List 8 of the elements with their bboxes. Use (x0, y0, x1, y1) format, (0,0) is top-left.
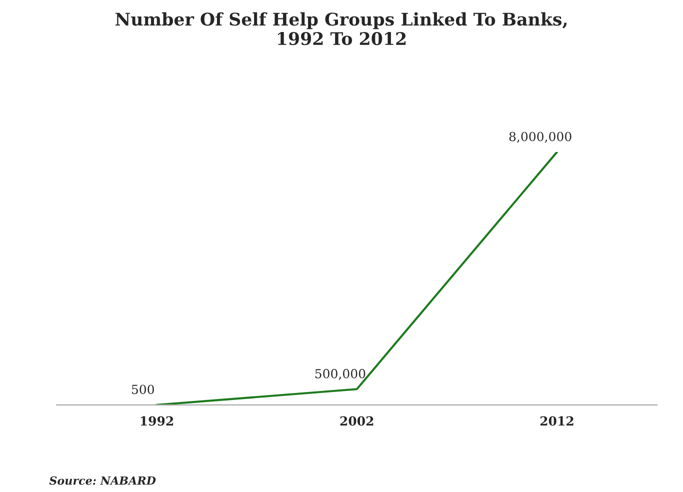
data-label: 500 (132, 384, 154, 394)
source-note: Source: NABARD (49, 476, 156, 485)
x-tick-label: 2012 (540, 416, 574, 426)
x-tick-label: 2002 (340, 416, 374, 426)
chart-title: Number Of Self Help Groups Linked To Banks, 1992 To 2012 (115, 12, 567, 46)
data-label: 8,000,000 (509, 132, 572, 143)
x-tick-label: 1992 (140, 416, 174, 426)
data-label: 500,000 (315, 368, 366, 380)
